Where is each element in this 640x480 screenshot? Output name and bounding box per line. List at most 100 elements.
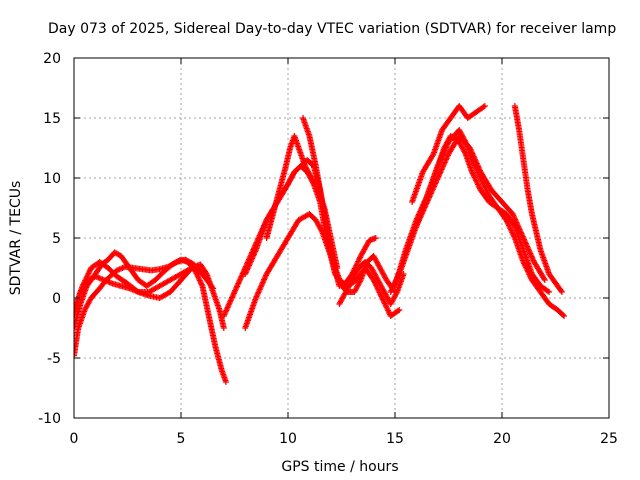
tick-layer: 0 5 10 15 20 25 -10 -5 0 5 10 15 20	[38, 51, 618, 447]
data-point	[469, 170, 476, 177]
x-tick-label: 5	[177, 431, 186, 447]
data-point	[372, 235, 379, 241]
data-point	[357, 254, 364, 261]
y-tick-label: 20	[43, 51, 61, 67]
data-point	[475, 182, 482, 189]
data-point	[353, 261, 360, 268]
data-point	[472, 175, 479, 182]
data-point	[558, 287, 565, 294]
data-point	[395, 307, 402, 314]
data-point	[355, 257, 362, 264]
data-point	[220, 325, 227, 331]
series-track-4	[74, 259, 217, 313]
data-point	[380, 297, 387, 304]
y-tick-label: -5	[47, 351, 61, 367]
data-point	[381, 299, 388, 306]
series-group	[74, 103, 568, 385]
data-point	[480, 103, 487, 110]
data-point	[84, 271, 91, 278]
data-point	[74, 352, 77, 359]
data-point	[473, 178, 480, 185]
series-track-10	[336, 259, 407, 307]
data-point	[196, 276, 203, 283]
x-tick-label: 15	[386, 431, 404, 447]
data-point	[429, 152, 436, 159]
series-track-15	[511, 103, 565, 295]
data-point	[81, 278, 88, 285]
data-point	[80, 280, 87, 287]
data-point	[195, 274, 202, 281]
data-point	[383, 303, 390, 310]
data-point	[559, 312, 566, 318]
data-point	[222, 379, 229, 385]
data-point	[476, 184, 483, 191]
data-point	[198, 280, 205, 287]
y-axis-label: SDTVAR / TECUs	[8, 181, 24, 296]
data-point	[544, 288, 551, 295]
series-track-9	[299, 115, 398, 295]
y-tick-label: 0	[52, 291, 61, 307]
data-point	[354, 259, 361, 266]
data-point	[484, 188, 491, 195]
data-point	[558, 289, 565, 295]
data-point	[379, 296, 386, 303]
series-track-5	[220, 163, 379, 319]
data-point	[74, 313, 77, 319]
chart-title: Day 073 of 2025, Sidereal Day-to-day VTE…	[48, 21, 616, 37]
data-point	[474, 181, 481, 188]
x-tick-label: 20	[493, 431, 511, 447]
data-point	[561, 313, 568, 319]
data-point	[546, 289, 553, 295]
x-tick-label: 0	[70, 431, 79, 447]
y-tick-label: 5	[52, 231, 61, 247]
data-point	[507, 225, 514, 232]
series-track-13	[409, 103, 488, 205]
data-point	[507, 226, 514, 233]
data-point	[318, 227, 325, 234]
data-point	[505, 222, 512, 229]
data-point	[541, 275, 548, 282]
data-point	[381, 300, 388, 307]
data-point	[470, 171, 477, 178]
data-point	[393, 290, 400, 297]
data-point	[82, 277, 89, 284]
data-point	[396, 307, 403, 313]
data-point	[80, 281, 87, 288]
series-track-14	[413, 133, 548, 283]
y-tick-label: -10	[38, 411, 61, 427]
data-point	[357, 278, 364, 285]
grid-layer	[74, 58, 609, 418]
x-tick-label: 25	[600, 431, 618, 447]
data-point	[86, 269, 93, 276]
data-point	[474, 180, 481, 187]
data-point	[384, 306, 391, 313]
data-point	[172, 259, 179, 266]
data-point	[469, 169, 476, 175]
data-point	[196, 277, 203, 284]
data-point	[82, 276, 89, 283]
data-point	[471, 173, 478, 180]
data-point	[197, 278, 204, 285]
data-point	[79, 283, 86, 289]
x-axis-label: GPS time / hours	[281, 459, 398, 475]
data-point	[484, 190, 491, 197]
x-tick-label: 10	[279, 431, 297, 447]
data-point	[506, 223, 513, 230]
y-tick-label: 10	[43, 171, 61, 187]
data-point	[198, 281, 205, 288]
data-point	[385, 307, 392, 314]
data-point	[382, 301, 389, 308]
data-point	[541, 277, 548, 283]
data-point	[85, 270, 92, 277]
data-point	[209, 284, 216, 291]
data-point	[134, 288, 141, 295]
data-layer	[74, 103, 568, 385]
data-point	[210, 285, 217, 292]
data-point	[471, 174, 478, 181]
data-point	[378, 293, 385, 300]
y-tick-label: 15	[43, 111, 61, 127]
data-point	[83, 274, 90, 281]
data-point	[385, 308, 392, 315]
data-point	[86, 267, 93, 274]
